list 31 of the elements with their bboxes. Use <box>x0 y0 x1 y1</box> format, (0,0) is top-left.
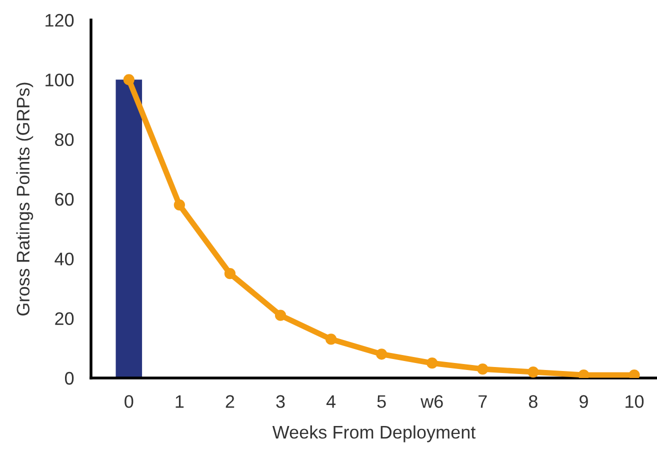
point <box>528 366 539 378</box>
point <box>376 348 388 360</box>
x-tick-label: 5 <box>377 395 386 408</box>
y-tick-label: 0 <box>65 372 74 385</box>
x-tick-label: 3 <box>276 395 285 408</box>
point <box>174 199 185 211</box>
x-tick-label: 10 <box>626 395 644 408</box>
point <box>224 268 236 280</box>
x-tick-label: 8 <box>528 395 538 408</box>
point <box>123 74 134 86</box>
x-tick-label: 0 <box>124 395 134 408</box>
x-tick-label: 7 <box>478 395 487 408</box>
y-tick-label: 40 <box>54 252 74 266</box>
x-axis-title: Weeks From Deployment <box>272 425 476 442</box>
x-tick-label: 4 <box>326 395 336 408</box>
y-tick-label: 60 <box>55 192 74 206</box>
point <box>628 369 640 378</box>
y-axis-title: Gross Ratings Points (GRPs) <box>16 82 34 316</box>
point <box>426 358 438 369</box>
y-tick-label: 120 <box>46 14 74 27</box>
point <box>578 369 590 378</box>
y-tick-label: 100 <box>46 74 74 86</box>
y-tick-label: 80 <box>55 133 74 146</box>
x-tick-label: w6 <box>420 395 443 408</box>
x-tick-label: 1 <box>176 395 184 408</box>
point <box>325 334 337 345</box>
x-tick-label: 2 <box>226 395 234 408</box>
y-tick-label: 20 <box>55 312 74 326</box>
point <box>274 310 286 321</box>
x-tick-label: 9 <box>580 395 588 408</box>
point <box>477 363 488 375</box>
